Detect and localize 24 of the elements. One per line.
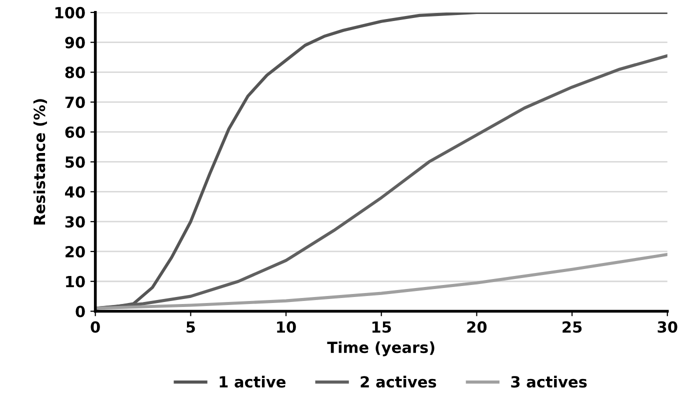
y-tick-label: 20 [66, 246, 85, 258]
y-tick-label: 0 [76, 306, 85, 318]
y-tick-label: 60 [65, 126, 85, 138]
x-tick-label: 15 [372, 321, 391, 333]
y-tick-label: 30 [65, 216, 85, 228]
y-tick-label: 50 [66, 156, 85, 168]
y-tick-label: 80 [65, 66, 85, 78]
x-tick-label: 0 [90, 321, 100, 333]
y-tick-label: 70 [65, 96, 85, 108]
y-tick-label: 90 [65, 36, 85, 48]
x-tick-label: 10 [277, 321, 296, 333]
legend-label: 1 active [220, 376, 286, 388]
y-tick-label: 10 [66, 276, 85, 288]
y-axis-title: Resistance (%) [33, 99, 48, 224]
x-tick-label: 30 [658, 321, 678, 333]
y-tick-label: 40 [65, 186, 85, 198]
y-tick-label: 100 [55, 6, 85, 18]
x-axis-title: Time (years) [327, 341, 434, 356]
x-tick-label: 5 [186, 321, 195, 333]
x-tick-label: 20 [467, 321, 487, 333]
legend-label: 2 actives [360, 376, 436, 388]
line-series [95, 252, 668, 310]
x-tick-label: 25 [562, 321, 582, 333]
legend-label: 3 actives [511, 376, 587, 388]
